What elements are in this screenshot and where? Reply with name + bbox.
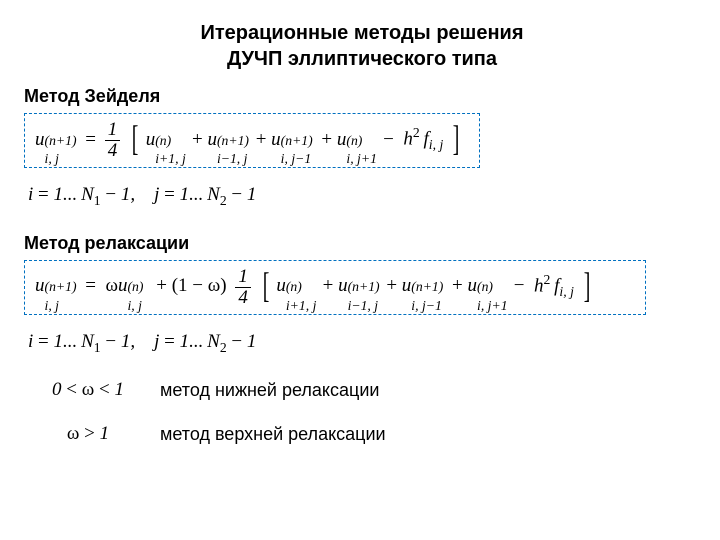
index-range-seidel: i = 1... N1 − 1, j = 1... N2 − 1 [28,184,700,209]
condition-lower-label: метод нижней релаксации [160,380,379,401]
section-header-seidel: Метод Зейделя [24,86,700,107]
formula-seidel: u(n+1)i, j = 14 [ u(n)i+1, j + u(n+1)i−1… [35,129,462,150]
condition-lower-expr: 0 < ω < 1 [24,379,152,401]
condition-upper-relax: ω > 1 метод верхней релаксации [24,423,700,445]
index-range-relax: i = 1... N1 − 1, j = 1... N2 − 1 [28,331,700,356]
formula-box-relax: u(n+1)i, j = ωu(n)i, j + (1 − ω) 14 [ u(… [24,260,646,315]
formula-box-seidel: u(n+1)i, j = 14 [ u(n)i+1, j + u(n+1)i−1… [24,113,480,168]
title-line-1: Итерационные методы решения [200,22,523,44]
condition-upper-label: метод верхней релаксации [160,424,386,445]
formula-relax: u(n+1)i, j = ωu(n)i, j + (1 − ω) 14 [ u(… [35,275,593,296]
title-line-2: ДУЧП эллиптического типа [227,48,497,70]
section-header-relax: Метод релаксации [24,233,700,254]
condition-lower-relax: 0 < ω < 1 метод нижней релаксации [24,379,700,401]
condition-upper-expr: ω > 1 [24,423,152,445]
page-title: Итерационные методы решения ДУЧП эллипти… [24,20,700,72]
